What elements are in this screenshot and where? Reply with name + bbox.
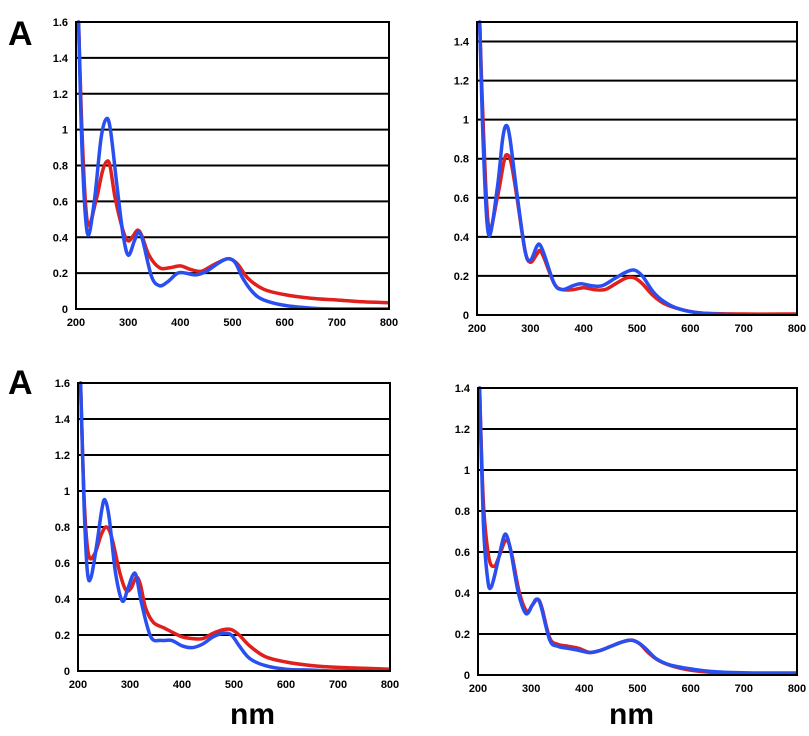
x-tick-label: 800 [788,323,806,335]
y-tick-label: 0 [464,670,470,682]
x-tick-label: 700 [734,323,752,335]
y-tick-label: 1 [62,125,68,137]
x-tick-label: 200 [69,679,87,691]
y-tick-label: 0.2 [53,268,68,280]
x-tick-label: 400 [575,683,593,695]
y-tick-label: 0.6 [55,558,70,570]
x-tick-label: 600 [681,683,699,695]
y-tick-label: 0.6 [53,196,68,208]
y-tick-label: 1.4 [454,37,470,49]
y-tick-label: 0.4 [454,232,470,244]
x-tick-label: 600 [275,317,293,329]
y-tick-label: 0 [463,310,469,322]
x-tick-label: 500 [628,323,646,335]
y-tick-label: 1 [64,486,70,498]
series-line-blue [478,386,797,675]
series-line-red [78,381,390,671]
x-tick-label: 200 [67,317,85,329]
y-tick-label: 1.2 [454,76,469,88]
panel-letter-top: A [8,15,33,53]
series-line-blue [76,20,389,309]
x-tick-label: 500 [223,317,241,329]
x-tick-label: 300 [522,683,540,695]
x-unit-label-right: nm [609,698,654,731]
y-tick-label: 1.6 [53,17,68,29]
x-tick-label: 800 [380,317,398,329]
x-unit-label-left: nm [230,698,275,731]
y-tick-label: 1.4 [55,414,71,426]
plot-frame [75,21,390,310]
y-tick-label: 0 [62,304,68,316]
y-tick-label: 0.8 [55,522,70,534]
x-tick-label: 400 [574,323,592,335]
x-tick-label: 800 [381,679,399,691]
plot-frame [77,382,391,672]
series-line-blue [78,381,390,671]
y-tick-label: 0.8 [53,161,68,173]
y-tick-label: 0.2 [55,630,70,642]
x-tick-label: 300 [521,323,539,335]
y-tick-label: 0.2 [454,271,469,283]
x-tick-label: 500 [628,683,646,695]
x-tick-label: 200 [468,323,486,335]
y-tick-label: 0.4 [455,588,471,600]
x-tick-label: 700 [735,683,753,695]
panel-letter-bottom: A [8,364,33,402]
y-tick-label: 0.4 [55,594,71,606]
series-line-blue [477,20,797,315]
y-tick-label: 1.4 [53,53,69,65]
x-tick-label: 400 [171,317,189,329]
x-tick-label: 300 [121,679,139,691]
y-tick-label: 1.2 [455,424,470,436]
y-tick-label: 0.8 [454,154,469,166]
y-tick-label: 1 [463,115,469,127]
y-tick-label: 0.2 [455,629,470,641]
series-line-red [478,386,797,675]
y-tick-label: 0.4 [53,232,69,244]
x-tick-label: 400 [173,679,191,691]
x-tick-label: 300 [119,317,137,329]
y-tick-label: 1 [464,465,470,477]
x-tick-label: 800 [788,683,806,695]
y-tick-label: 0 [64,666,70,678]
y-tick-label: 1.2 [55,450,70,462]
x-tick-label: 700 [328,317,346,329]
y-tick-label: 0.8 [455,506,470,518]
series-line-red [76,20,389,305]
x-tick-label: 600 [277,679,295,691]
x-tick-label: 700 [329,679,347,691]
x-tick-label: 200 [469,683,487,695]
x-tick-label: 500 [225,679,243,691]
plot-frame [477,387,798,676]
y-tick-label: 1.2 [53,89,68,101]
y-tick-label: 0.6 [455,547,470,559]
x-tick-label: 600 [681,323,699,335]
y-tick-label: 0.6 [454,193,469,205]
y-tick-label: 1.4 [455,383,471,395]
y-tick-label: 1.6 [55,378,70,390]
plot-frame [476,21,798,316]
